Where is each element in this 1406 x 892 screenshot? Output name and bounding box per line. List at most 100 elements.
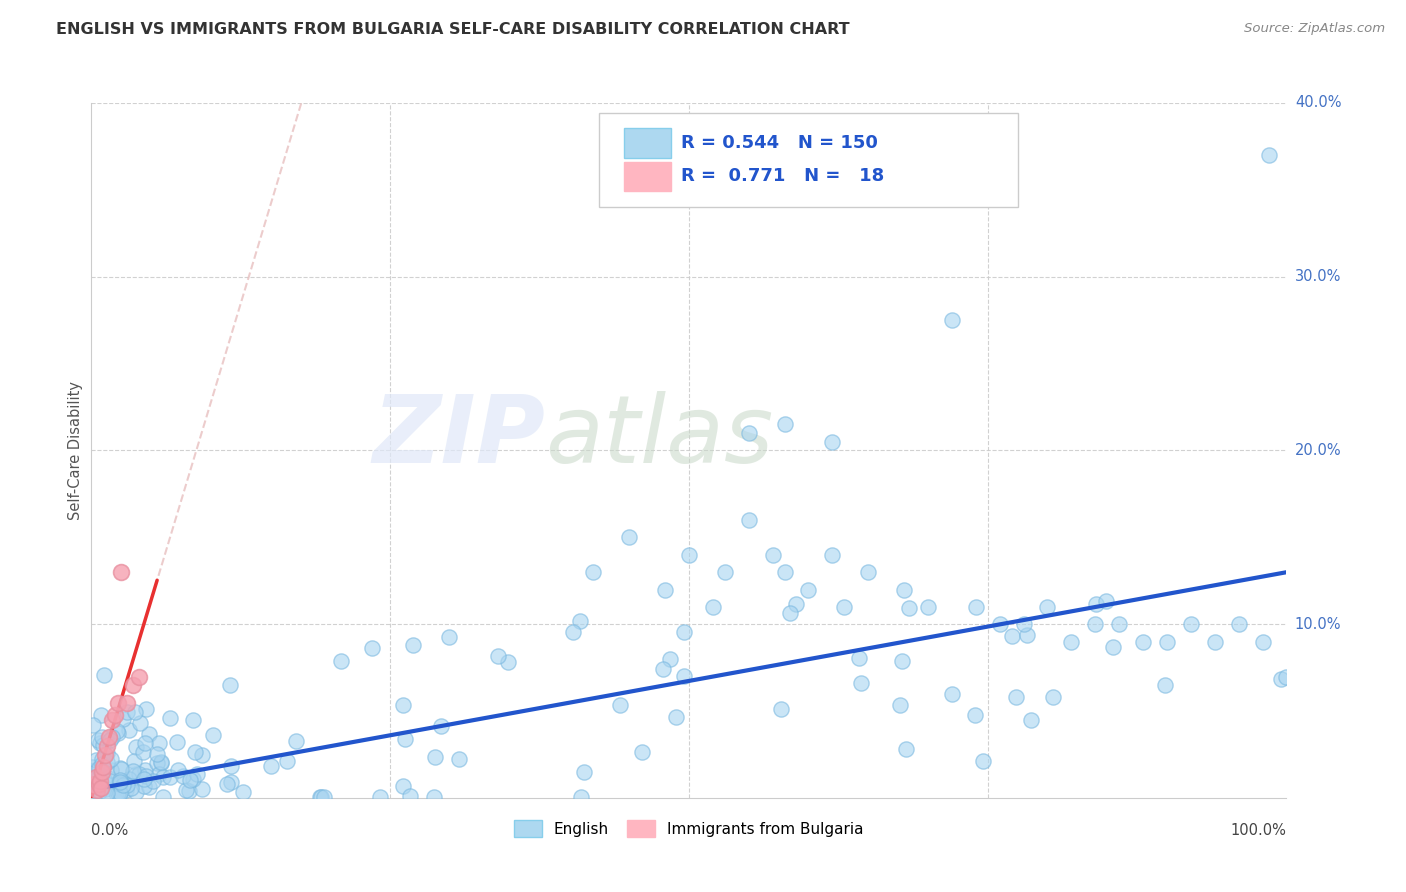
Point: [1132, 635, 1154, 649]
Point: [183, 745, 205, 759]
Point: [115, 778, 138, 792]
Point: [125, 740, 148, 755]
Point: [146, 756, 169, 771]
Point: [309, 789, 332, 804]
Point: [1270, 672, 1292, 686]
Point: [190, 781, 212, 796]
Point: [423, 750, 446, 764]
Point: [219, 759, 242, 773]
Point: [191, 747, 214, 762]
Point: [658, 652, 681, 666]
Point: [232, 785, 254, 799]
Point: [654, 582, 676, 597]
Point: [1251, 635, 1274, 649]
Point: [82, 718, 104, 732]
Point: [124, 754, 146, 768]
Point: [93, 747, 115, 762]
Point: [761, 548, 783, 562]
Point: [124, 705, 146, 719]
Point: [1275, 669, 1298, 683]
Point: [149, 755, 172, 769]
Point: [89, 768, 111, 782]
Point: [84, 784, 107, 798]
Point: [1015, 628, 1038, 642]
Point: [219, 678, 242, 692]
Point: [100, 713, 122, 727]
Point: [100, 752, 122, 766]
Point: [174, 783, 197, 797]
Point: [201, 728, 224, 742]
FancyBboxPatch shape: [624, 161, 671, 191]
Text: 30.0%: 30.0%: [1295, 269, 1341, 284]
Point: [486, 648, 509, 663]
Point: [110, 785, 132, 799]
Point: [108, 786, 131, 800]
Text: atlas: atlas: [546, 391, 773, 482]
Point: [821, 548, 844, 562]
Point: [848, 651, 870, 665]
Point: [430, 719, 453, 733]
Point: [423, 789, 446, 804]
Point: [134, 779, 156, 793]
Point: [97, 771, 120, 785]
Point: [447, 752, 470, 766]
Point: [91, 757, 114, 772]
Point: [110, 762, 132, 776]
Point: [1094, 594, 1116, 608]
Point: [96, 756, 118, 770]
Point: [90, 780, 112, 795]
Point: [1060, 635, 1083, 649]
Point: [652, 662, 675, 676]
Point: [773, 566, 796, 580]
Point: [890, 654, 912, 668]
Point: [111, 712, 134, 726]
Point: [87, 777, 110, 791]
Text: R = 0.544   N = 150: R = 0.544 N = 150: [681, 134, 877, 152]
Point: [159, 770, 181, 784]
Point: [98, 733, 121, 747]
Point: [115, 706, 138, 720]
Point: [402, 638, 425, 652]
Point: [132, 746, 155, 760]
Point: [896, 741, 918, 756]
Point: [172, 769, 194, 783]
Text: 20.0%: 20.0%: [1295, 443, 1341, 458]
Point: [665, 710, 688, 724]
Point: [142, 774, 165, 789]
Text: 100.0%: 100.0%: [1230, 823, 1286, 838]
Point: [93, 668, 115, 682]
Point: [146, 747, 169, 761]
Point: [1012, 617, 1035, 632]
Point: [128, 767, 150, 781]
Legend: English, Immigrants from Bulgaria: English, Immigrants from Bulgaria: [508, 814, 870, 843]
Point: [91, 730, 114, 744]
Point: [104, 707, 127, 722]
Point: [769, 702, 792, 716]
Point: [284, 734, 307, 748]
Point: [100, 763, 122, 777]
Point: [1204, 635, 1226, 649]
Point: [125, 767, 148, 781]
Point: [100, 730, 122, 744]
Point: [98, 773, 121, 788]
Point: [582, 566, 605, 580]
Point: [330, 654, 353, 668]
Point: [107, 786, 129, 800]
Point: [105, 723, 128, 738]
Point: [152, 789, 174, 804]
Point: [963, 708, 986, 723]
Point: [1108, 617, 1130, 632]
Point: [118, 723, 141, 737]
Point: [115, 783, 138, 797]
Point: [129, 716, 152, 731]
Point: [785, 598, 807, 612]
Point: [110, 566, 132, 580]
Point: [112, 776, 135, 790]
Point: [832, 599, 855, 614]
Y-axis label: Self-Care Disability: Self-Care Disability: [67, 381, 83, 520]
Point: [219, 775, 242, 789]
Point: [89, 774, 111, 789]
Point: [574, 764, 596, 779]
Point: [561, 625, 583, 640]
Point: [167, 763, 190, 777]
